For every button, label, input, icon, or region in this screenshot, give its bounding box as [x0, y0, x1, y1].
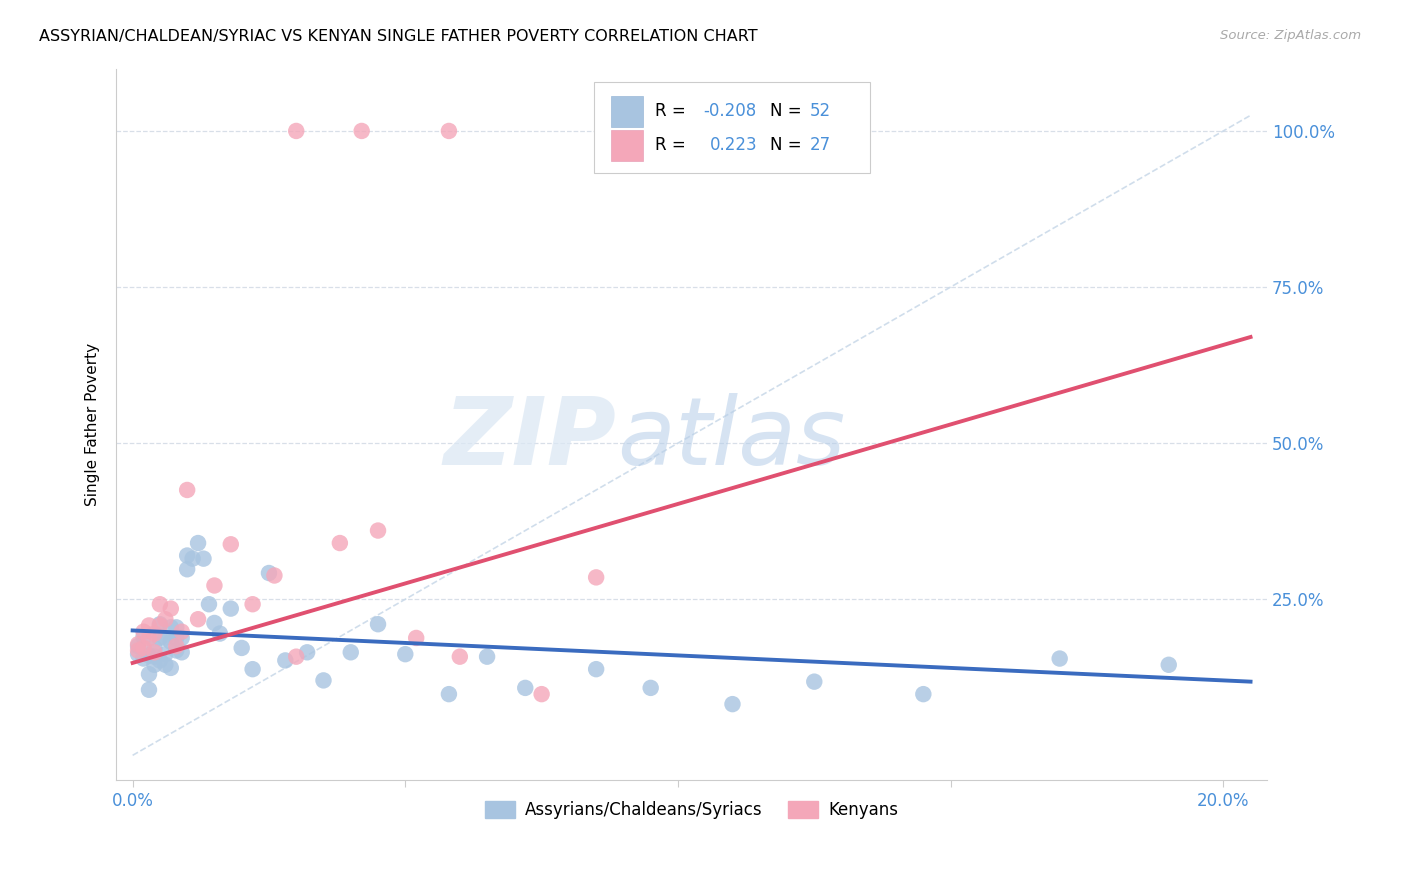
- Legend: Assyrians/Chaldeans/Syriacs, Kenyans: Assyrians/Chaldeans/Syriacs, Kenyans: [478, 794, 904, 825]
- Point: [159, 634, 181, 648]
- Point: [274, 653, 297, 667]
- Y-axis label: Single Father Poverty: Single Father Poverty: [86, 343, 100, 506]
- Text: R =: R =: [655, 103, 690, 120]
- Point: [1049, 651, 1071, 665]
- Point: [312, 673, 335, 688]
- Point: [138, 682, 160, 697]
- Point: [231, 640, 253, 655]
- Point: [187, 536, 209, 550]
- Text: atlas: atlas: [617, 393, 845, 484]
- Point: [155, 657, 177, 672]
- Text: ZIP: ZIP: [444, 392, 617, 484]
- Point: [138, 667, 160, 681]
- Point: [257, 566, 280, 580]
- Point: [132, 624, 155, 639]
- Point: [127, 637, 149, 651]
- Point: [132, 640, 155, 655]
- Point: [143, 626, 166, 640]
- Text: N =: N =: [770, 136, 807, 154]
- Point: [176, 483, 198, 497]
- Text: 0.223: 0.223: [710, 136, 758, 154]
- Point: [155, 647, 177, 661]
- Point: [449, 649, 471, 664]
- Point: [138, 618, 160, 632]
- Point: [585, 570, 607, 584]
- Point: [170, 645, 193, 659]
- Point: [394, 647, 416, 661]
- Point: [155, 612, 177, 626]
- Text: 52: 52: [810, 103, 831, 120]
- FancyBboxPatch shape: [612, 129, 644, 161]
- Point: [721, 697, 744, 711]
- Point: [176, 549, 198, 563]
- Point: [803, 674, 825, 689]
- Point: [263, 568, 285, 582]
- Point: [132, 630, 155, 644]
- Point: [149, 617, 172, 632]
- Point: [159, 661, 181, 675]
- Text: Source: ZipAtlas.com: Source: ZipAtlas.com: [1220, 29, 1361, 42]
- Point: [143, 649, 166, 664]
- Point: [530, 687, 553, 701]
- Text: R =: R =: [655, 136, 696, 154]
- Point: [437, 124, 460, 138]
- Point: [242, 597, 264, 611]
- Point: [159, 620, 181, 634]
- Point: [367, 524, 389, 538]
- Point: [295, 645, 318, 659]
- Point: [149, 618, 172, 632]
- Point: [127, 643, 149, 657]
- Point: [585, 662, 607, 676]
- Point: [165, 639, 187, 653]
- Point: [149, 653, 172, 667]
- Point: [350, 124, 373, 138]
- Point: [242, 662, 264, 676]
- Point: [285, 649, 308, 664]
- Point: [170, 631, 193, 645]
- Point: [285, 124, 308, 138]
- Point: [149, 631, 172, 645]
- Point: [640, 681, 662, 695]
- Point: [132, 651, 155, 665]
- Point: [155, 631, 177, 645]
- Point: [187, 612, 209, 626]
- Point: [198, 597, 221, 611]
- Point: [219, 601, 242, 615]
- Point: [127, 647, 149, 661]
- Point: [127, 639, 149, 653]
- Point: [143, 657, 166, 672]
- Point: [159, 601, 181, 615]
- Point: [515, 681, 537, 695]
- Text: -0.208: -0.208: [703, 103, 756, 120]
- Point: [165, 643, 187, 657]
- Point: [181, 551, 204, 566]
- Point: [219, 537, 242, 551]
- Point: [143, 645, 166, 659]
- FancyBboxPatch shape: [593, 82, 870, 173]
- FancyBboxPatch shape: [612, 95, 644, 127]
- Point: [193, 551, 215, 566]
- Point: [208, 626, 231, 640]
- Point: [204, 578, 226, 592]
- Point: [165, 631, 187, 645]
- Point: [339, 645, 361, 659]
- Point: [149, 597, 172, 611]
- Point: [138, 631, 160, 645]
- Point: [367, 617, 389, 632]
- Point: [143, 640, 166, 655]
- Point: [204, 615, 226, 630]
- Point: [1157, 657, 1180, 672]
- Text: ASSYRIAN/CHALDEAN/SYRIAC VS KENYAN SINGLE FATHER POVERTY CORRELATION CHART: ASSYRIAN/CHALDEAN/SYRIAC VS KENYAN SINGL…: [39, 29, 758, 44]
- Point: [165, 620, 187, 634]
- Text: N =: N =: [770, 103, 807, 120]
- Point: [170, 624, 193, 639]
- Point: [138, 648, 160, 663]
- Text: 27: 27: [810, 136, 831, 154]
- Point: [475, 649, 498, 664]
- Point: [405, 631, 427, 645]
- Point: [912, 687, 935, 701]
- Point: [329, 536, 352, 550]
- Point: [176, 562, 198, 576]
- Point: [437, 687, 460, 701]
